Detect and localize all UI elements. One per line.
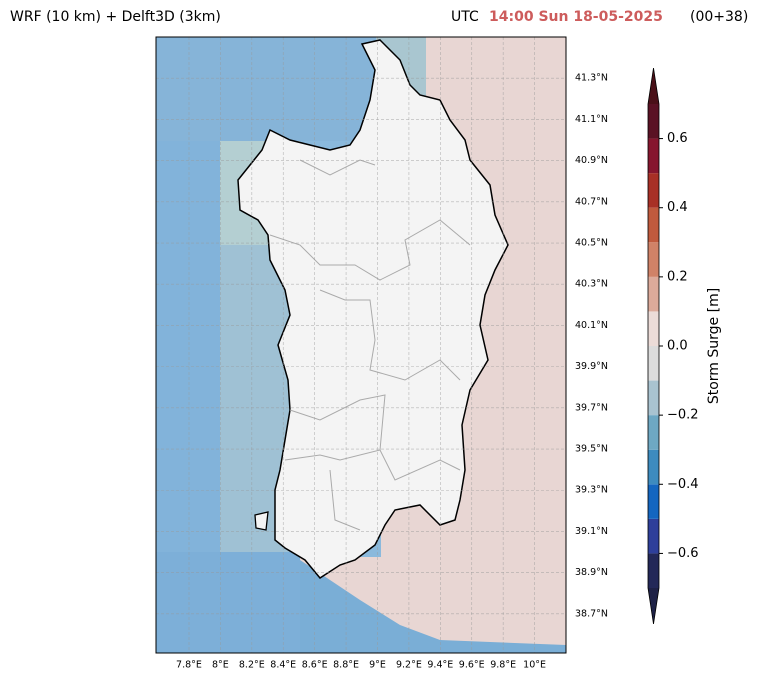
lon-tick-label: 8.8°E <box>333 660 359 671</box>
colorbar-bin <box>648 346 659 381</box>
lon-tick-label: 9.6°E <box>459 660 485 671</box>
lat-tick-label: 40.1°N <box>575 320 608 331</box>
lat-tick-label: 41.1°N <box>575 114 608 125</box>
sea-cell <box>300 560 566 653</box>
utc-label: UTC <box>451 9 479 25</box>
colorbar-bin <box>648 311 659 346</box>
lead-time: (00+38) <box>690 9 748 25</box>
island <box>254 511 269 531</box>
colorbar-under <box>648 588 659 624</box>
boundaries <box>269 159 471 531</box>
colorbar-bin <box>648 518 659 554</box>
colorbar-tick-label: −0.6 <box>667 546 699 561</box>
colorbar-bin <box>648 242 659 277</box>
colorbar-bin <box>648 449 659 485</box>
colorbar-tick-label: −0.4 <box>667 477 699 492</box>
lat-tick-label: 40.5°N <box>575 238 608 249</box>
lat-tick-label: 39.5°N <box>575 444 608 455</box>
lon-tick-label: 8.2°E <box>239 660 265 671</box>
colorbar-bin <box>648 173 659 208</box>
sea-cell <box>156 141 220 556</box>
colorbar-bin <box>648 484 659 519</box>
lon-tick-label: 9°E <box>369 660 386 671</box>
lon-tick-label: 9.2°E <box>396 660 422 671</box>
sea-north <box>156 37 376 141</box>
lon-tick-label: 9.8°E <box>490 660 516 671</box>
lon-tick-label: 8°E <box>212 660 229 671</box>
sea-cell <box>156 552 300 653</box>
lat-tick-label: 40.3°N <box>575 279 608 290</box>
lat-tick-label: 38.7°N <box>575 608 608 619</box>
lon-tick-label: 7.8°E <box>176 660 202 671</box>
colorbar-tick-label: −0.2 <box>667 408 699 423</box>
colorbar-label: Storm Surge [m] <box>706 288 722 404</box>
colorbar-tick-label: 0.0 <box>667 339 688 354</box>
colorbar-bin <box>648 104 659 139</box>
lon-tick-label: 9.4°E <box>427 660 453 671</box>
forecast-time: 14:00 Sun 18-05-2025 <box>489 9 663 25</box>
colorbar-bin <box>648 415 659 450</box>
lon-tick-label: 8.4°E <box>270 660 296 671</box>
lat-tick-label: 39.7°N <box>575 402 608 413</box>
left-title: WRF (10 km) + Delft3D (3km) <box>10 9 221 25</box>
colorbar-bin <box>648 138 659 174</box>
lat-tick-label: 39.1°N <box>575 526 608 537</box>
lon-tick-label: 8.6°E <box>302 660 328 671</box>
colorbar-bin <box>648 553 659 588</box>
lat-tick-label: 40.7°N <box>575 196 608 207</box>
lat-tick-label: 39.3°N <box>575 485 608 496</box>
colorbar-tick-label: 0.6 <box>667 131 688 146</box>
colorbar-frame <box>647 67 660 625</box>
lat-tick-label: 39.9°N <box>575 361 608 372</box>
lat-tick-label: 41.3°N <box>575 73 608 84</box>
lon-tick-label: 10°E <box>523 660 546 671</box>
map <box>155 36 567 654</box>
colorbar-bin <box>648 380 659 416</box>
colorbar-over <box>648 68 659 104</box>
colorbar-bin <box>648 276 659 312</box>
colorbar-bin <box>648 207 659 243</box>
colorbar-tick-label: 0.4 <box>667 200 688 215</box>
map-frame <box>155 36 567 654</box>
lat-tick-label: 40.9°N <box>575 155 608 166</box>
lat-tick-label: 38.9°N <box>575 567 608 578</box>
colorbar-tick-label: 0.2 <box>667 269 688 284</box>
